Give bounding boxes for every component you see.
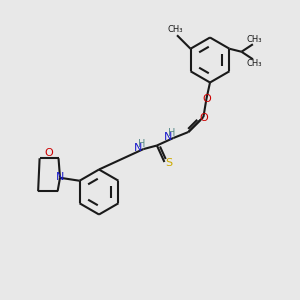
Text: CH₃: CH₃ xyxy=(168,25,183,34)
Text: O: O xyxy=(45,148,53,158)
Text: O: O xyxy=(200,112,208,123)
Text: H: H xyxy=(138,139,145,149)
Text: N: N xyxy=(134,143,142,153)
Text: S: S xyxy=(165,158,172,169)
Text: CH₃: CH₃ xyxy=(246,35,262,44)
Text: H: H xyxy=(168,128,175,138)
Text: CH₃: CH₃ xyxy=(246,59,262,68)
Text: O: O xyxy=(202,94,211,104)
Text: N: N xyxy=(164,132,172,142)
Text: N: N xyxy=(56,172,64,182)
